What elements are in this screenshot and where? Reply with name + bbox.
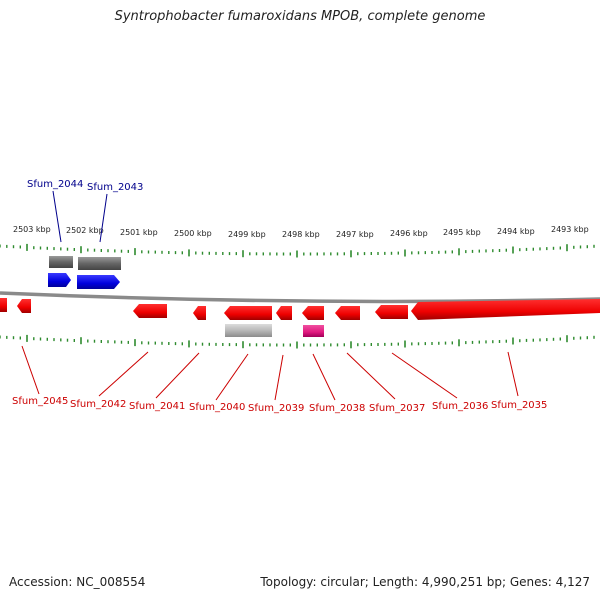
scale-label: 2500 kbp [174,229,212,238]
scale-ticks-bottom [0,334,595,349]
reverse-gene-label[interactable]: Sfum_2037 [369,403,425,414]
label-leader [346,352,396,400]
gene-reverse[interactable] [133,304,167,318]
forward-gene-label[interactable]: Sfum_2043 [87,182,143,193]
gene-reverse[interactable] [335,306,360,320]
gene-reverse[interactable] [276,306,292,320]
scale-label: 2502 kbp [66,226,104,235]
genome-summary: Topology: circular; Length: 4,990,251 bp… [260,575,590,589]
gene-forward[interactable] [77,275,120,289]
label-leader [274,354,284,401]
scale-label: 2497 kbp [336,230,374,239]
label-leader [21,345,40,395]
reverse-gene-label[interactable]: Sfum_2038 [309,403,365,414]
reverse-gene-label[interactable]: Sfum_2041 [129,401,185,412]
label-leader [215,353,249,401]
label-leader [507,351,519,397]
reverse-label-leaders [21,345,519,401]
label-leader [391,352,458,399]
gene-reverse[interactable] [302,306,324,320]
label-leader [52,190,62,243]
forward-gene-label[interactable]: Sfum_2044 [27,179,83,190]
scale-label: 2493 kbp [551,225,589,234]
gene-reverse[interactable] [193,306,206,320]
gray-feature[interactable] [78,257,121,270]
scale-label: 2498 kbp [282,230,320,239]
scale-labels: 2503 kbp 2502 kbp 2501 kbp 2500 kbp 2499… [13,225,589,239]
scale-label: 2501 kbp [120,228,158,237]
accession-text: Accession: NC_008554 [9,575,146,589]
gene-reverse[interactable] [375,305,408,319]
scale-label: 2499 kbp [228,230,266,239]
scale-label: 2503 kbp [13,225,51,234]
gene-forward[interactable] [48,273,71,287]
label-leader [98,351,149,397]
label-leader [99,193,108,243]
label-leader [155,352,200,399]
scale-ticks-top [0,243,595,258]
label-leader [312,353,336,401]
reverse-gene-label[interactable]: Sfum_2035 [491,400,547,411]
gene-reverse[interactable] [411,299,600,320]
reverse-gene-label[interactable]: Sfum_2040 [189,402,245,413]
reverse-genes [0,298,600,320]
genome-backbone [0,291,600,304]
genome-title: Syntrophobacter fumaroxidans MPOB, compl… [114,9,486,24]
scale-label: 2495 kbp [443,228,481,237]
pink-feature[interactable] [303,325,324,337]
gray-feature[interactable] [49,256,73,268]
reverse-gene-labels: Sfum_2045 Sfum_2042 Sfum_2041 Sfum_2040 … [12,396,547,414]
reverse-gene-label[interactable]: Sfum_2045 [12,396,68,407]
reverse-gene-label[interactable]: Sfum_2042 [70,399,126,410]
gene-reverse[interactable] [0,298,7,312]
scale-label: 2496 kbp [390,229,428,238]
reverse-gene-label[interactable]: Sfum_2039 [248,403,304,414]
scale-label: 2494 kbp [497,227,535,236]
gene-reverse[interactable] [17,299,31,313]
light-gray-feature[interactable] [225,324,272,337]
reverse-gene-label[interactable]: Sfum_2036 [432,401,488,412]
gene-reverse[interactable] [224,306,272,320]
